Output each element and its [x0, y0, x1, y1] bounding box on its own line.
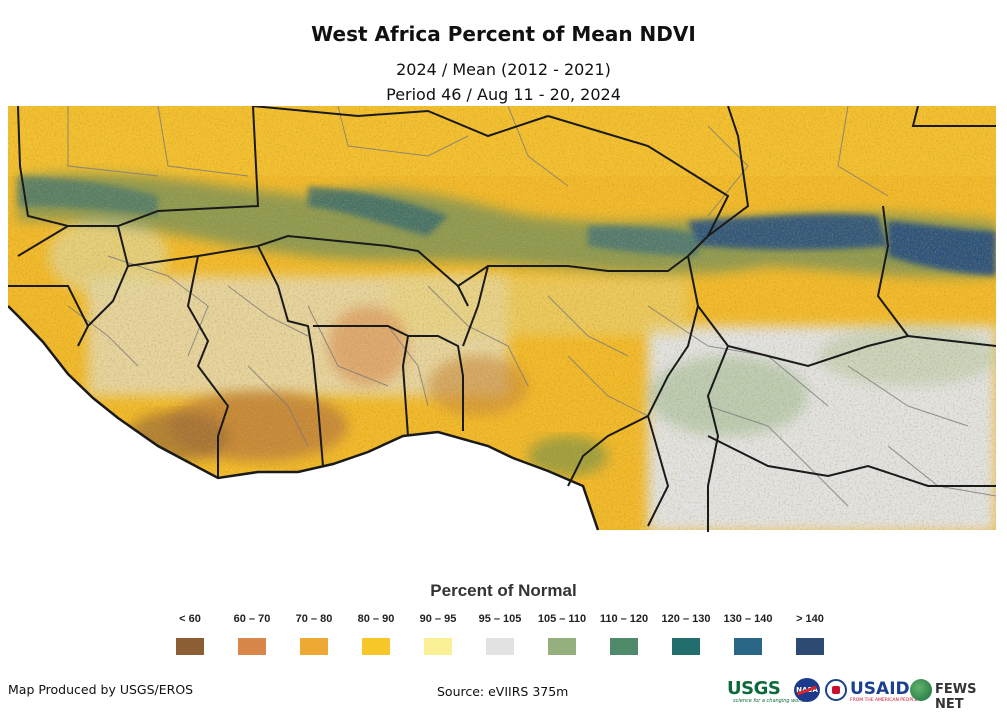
legend: < 60 60 – 70 70 – 80 80 – 90 90 – 95 95 … [166, 613, 846, 663]
legend-label: 130 – 140 [723, 613, 773, 625]
map-subtitle-period-compare: 2024 / Mean (2012 - 2021) [396, 60, 611, 79]
legend-item-130-140: 130 – 140 [718, 613, 778, 655]
legend-label: 70 – 80 [295, 613, 333, 625]
legend-swatch [672, 638, 700, 655]
legend-item-70-80: 70 – 80 [284, 613, 344, 655]
globe-icon [910, 679, 932, 701]
legend-label: 80 – 90 [357, 613, 395, 625]
legend-item-80-90: 80 – 90 [346, 613, 406, 655]
usaid-tagline: FROM THE AMERICAN PEOPLE [850, 698, 918, 703]
legend-item-60-70: 60 – 70 [222, 613, 282, 655]
legend-swatch [734, 638, 762, 655]
legend-swatch [486, 638, 514, 655]
legend-swatch [300, 638, 328, 655]
legend-label: < 60 [179, 613, 201, 625]
data-source: Source: eVIIRS 375m [437, 684, 569, 699]
legend-swatch [424, 638, 452, 655]
legend-label: 60 – 70 [233, 613, 271, 625]
legend-item-95-105: 95 – 105 [470, 613, 530, 655]
legend-swatch [176, 638, 204, 655]
partner-logos: USGS science for a changing world NASA U… [727, 676, 997, 712]
map-credit: Map Produced by USGS/EROS [8, 682, 194, 697]
legend-label: 105 – 110 [537, 613, 587, 625]
usgs-logo: USGS [727, 678, 781, 699]
legend-item-105-110: 105 – 110 [532, 613, 592, 655]
legend-swatch [238, 638, 266, 655]
country-borders [8, 106, 996, 532]
fews-net-logo: FEWS NET [935, 682, 977, 712]
legend-swatch [610, 638, 638, 655]
legend-label: 95 – 105 [478, 613, 522, 625]
legend-swatch [796, 638, 824, 655]
land-raster [8, 106, 996, 530]
legend-label: 90 – 95 [419, 613, 457, 625]
legend-item-90-95: 90 – 95 [408, 613, 468, 655]
usaid-seal-icon [825, 679, 847, 701]
map-title: West Africa Percent of Mean NDVI [311, 22, 696, 46]
legend-label: > 140 [796, 613, 824, 625]
nasa-logo: NASA [794, 678, 820, 702]
usaid-logo: USAID [850, 679, 910, 699]
legend-item-110-120: 110 – 120 [594, 613, 654, 655]
legend-swatch [362, 638, 390, 655]
legend-label: 120 – 130 [661, 613, 711, 625]
legend-item-gt140: > 140 [780, 613, 840, 655]
legend-item-lt60: < 60 [160, 613, 220, 655]
legend-swatch [548, 638, 576, 655]
coastline [8, 305, 600, 531]
legend-label: 110 – 120 [599, 613, 649, 625]
usgs-tagline: science for a changing world [733, 698, 805, 704]
legend-title: Percent of Normal [430, 581, 577, 600]
legend-item-120-130: 120 – 130 [656, 613, 716, 655]
ndvi-map [8, 106, 996, 532]
map-subtitle-dekad: Period 46 / Aug 11 - 20, 2024 [386, 85, 621, 104]
